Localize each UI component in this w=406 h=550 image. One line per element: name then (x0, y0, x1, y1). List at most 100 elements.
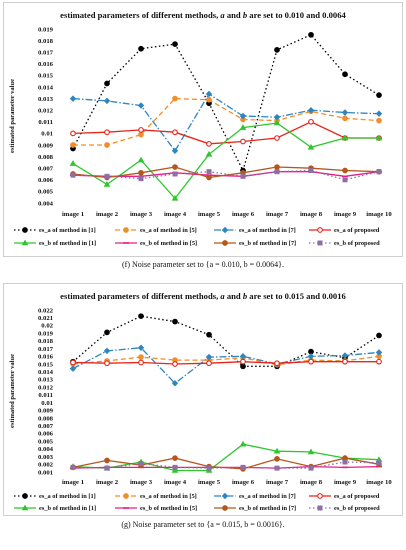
y-tick-label: 0.02 (41, 323, 53, 330)
chart-panel-f: estimated parameters of different method… (3, 2, 403, 257)
y-axis-label: estimated parameter value (9, 354, 16, 428)
data-point (172, 164, 178, 170)
y-tick-label: 0.017 (38, 346, 54, 353)
chart-title: estimated parameters of different method… (4, 10, 402, 20)
data-point (205, 150, 213, 157)
y-tick-label: 0.014 (38, 369, 54, 376)
legend-label: es_a of proposed (334, 227, 380, 234)
legend-label: es_a of method in [7] (239, 227, 296, 234)
series-line (72, 93, 380, 152)
data-point (206, 360, 212, 367)
data-point (239, 124, 247, 130)
data-point (240, 358, 246, 365)
series-line (72, 166, 380, 179)
data-point (308, 358, 314, 365)
data-point (104, 173, 110, 179)
data-point (70, 172, 76, 178)
data-point (103, 97, 111, 105)
series-line (72, 347, 380, 385)
x-tick-label: image 4 (164, 211, 187, 218)
legend-label: es_b of method in [1] (39, 505, 96, 512)
data-point (104, 360, 110, 367)
x-tick-label: image 7 (266, 479, 289, 486)
data-point (171, 467, 179, 473)
data-point (172, 129, 178, 136)
legend-item: es_a of proposed (309, 227, 380, 234)
data-point (172, 455, 178, 461)
legend-item: es_b of method in [7] (214, 505, 296, 512)
data-point (240, 138, 246, 145)
data-point (69, 160, 77, 166)
data-point (317, 493, 323, 499)
data-point (274, 360, 280, 367)
data-point (342, 167, 348, 174)
data-point (274, 169, 280, 175)
legend-item: es_b of method in [1] (14, 239, 96, 247)
data-point (138, 131, 144, 138)
data-point (221, 226, 229, 234)
x-tick-label: image 2 (96, 211, 119, 218)
caption-label: (g) (121, 520, 131, 529)
data-point (123, 227, 129, 233)
data-point (103, 347, 111, 355)
data-point (205, 353, 213, 361)
y-tick-label: 0.002 (38, 462, 54, 469)
legend-item: es_b of method in [1] (14, 504, 96, 512)
x-tick-label: image 7 (266, 211, 289, 218)
data-point (240, 464, 246, 470)
data-point (307, 448, 315, 455)
data-point (375, 110, 383, 117)
series-line (72, 457, 380, 470)
chart-panel-g: estimated parameters of different method… (3, 283, 403, 516)
data-point (172, 464, 178, 470)
series-1 (70, 95, 382, 148)
data-point (341, 352, 349, 359)
y-tick-label: 0.01 (41, 131, 53, 138)
legend-label: es_b of method in [1] (39, 240, 96, 247)
y-tick-label: 0.01 (41, 400, 53, 407)
legend-label: es_b of method in [7] (239, 240, 296, 247)
chart-title: estimated parameters of different method… (4, 291, 402, 301)
figure-caption-g: (g) Noise parameter set to {a = 0.015, b… (0, 520, 406, 529)
y-tick-label: 0.006 (38, 177, 54, 184)
x-tick-label: image 6 (232, 479, 255, 486)
data-point (138, 359, 144, 366)
data-point (70, 130, 76, 137)
y-tick-label: 0.004 (38, 200, 54, 207)
data-point (206, 140, 212, 147)
data-point (138, 169, 144, 176)
data-point (171, 194, 179, 201)
y-tick-label: 0.006 (38, 431, 54, 438)
data-point (205, 90, 213, 98)
data-point (274, 135, 280, 141)
data-point (341, 109, 349, 116)
data-point (172, 41, 178, 47)
data-point (171, 147, 179, 155)
y-tick-label: 0.017 (38, 50, 54, 57)
title-param-a: a (220, 291, 225, 301)
data-point (308, 465, 314, 471)
data-point (206, 331, 212, 338)
data-point (239, 112, 247, 120)
y-tick-label: 0.012 (38, 108, 54, 115)
title-text: and (224, 10, 243, 20)
series-line (73, 97, 380, 146)
legend-item: es_a of method in [5] (115, 227, 197, 234)
data-point (375, 134, 383, 141)
legend-item: es_a of proposed (309, 493, 380, 500)
y-tick-label: 0.011 (38, 119, 53, 126)
legend-label: es_a of method in [5] (140, 227, 197, 234)
x-tick-label: image 6 (232, 211, 255, 218)
x-tick-label: image 8 (300, 211, 323, 218)
data-point (376, 92, 382, 98)
x-tick-label: image 3 (130, 211, 153, 218)
data-point (342, 459, 348, 465)
series-7 (70, 459, 382, 471)
data-point (342, 177, 348, 183)
data-point (274, 465, 280, 471)
legend-label: es_b of method in [7] (239, 505, 296, 512)
data-point (70, 142, 76, 148)
data-point (21, 504, 29, 511)
data-point (69, 95, 77, 102)
y-axis-label: estimated parameter value (9, 79, 16, 153)
